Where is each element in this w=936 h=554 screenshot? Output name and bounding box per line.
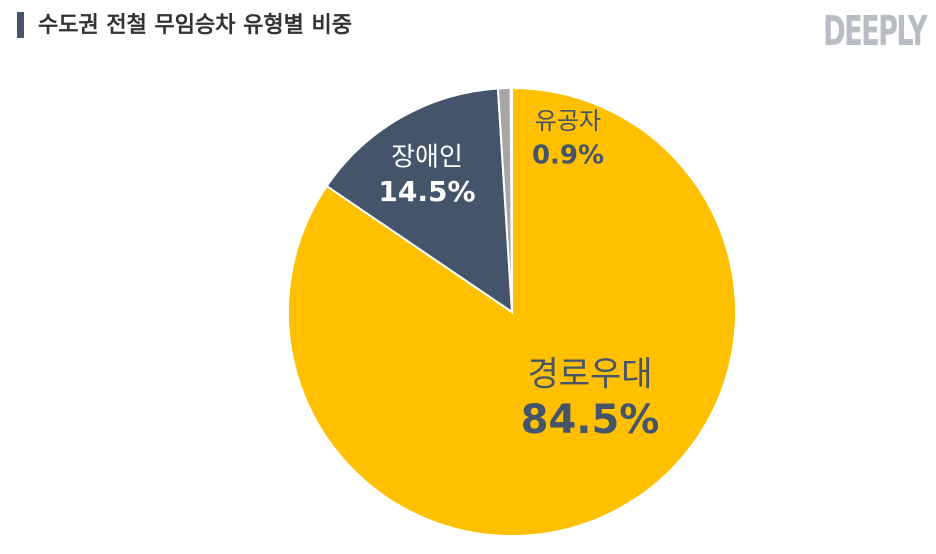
slice-label: 경로우대	[527, 355, 652, 395]
slice-value-label: 0.9%	[532, 141, 604, 171]
title-marker	[17, 12, 24, 38]
slice-label: 유공자	[535, 107, 601, 135]
slice-value-label: 84.5%	[521, 397, 660, 443]
chart-title: 수도권 전철 무임승차 유형별 비중	[38, 13, 352, 38]
slice-label: 장애인	[391, 143, 463, 173]
pie-slice	[325, 87, 514, 314]
pie-slice	[496, 86, 513, 313]
brand-logo: DEEPLY	[823, 8, 928, 55]
slice-value-label: 14.5%	[378, 175, 475, 208]
